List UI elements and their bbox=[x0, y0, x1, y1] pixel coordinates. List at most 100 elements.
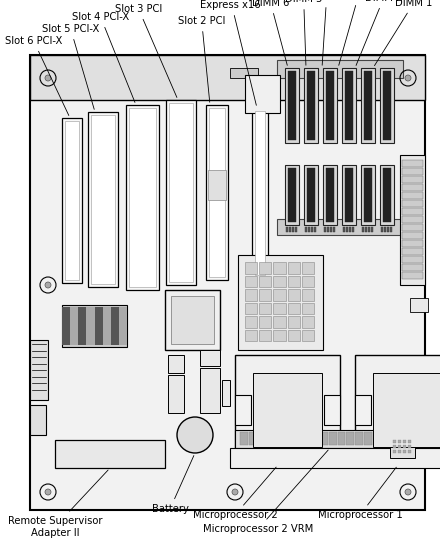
Text: Remote Supervisor
Adapter II: Remote Supervisor Adapter II bbox=[8, 470, 108, 538]
Bar bbox=[373, 432, 381, 445]
Bar bbox=[165, 290, 220, 350]
Bar bbox=[103, 307, 111, 345]
Bar bbox=[308, 227, 310, 232]
Bar bbox=[238, 255, 323, 350]
Bar bbox=[364, 168, 372, 222]
Bar bbox=[398, 445, 401, 448]
Bar bbox=[245, 316, 257, 328]
Bar bbox=[285, 165, 299, 225]
Bar bbox=[408, 445, 411, 448]
Bar bbox=[255, 111, 265, 275]
Bar bbox=[403, 440, 406, 443]
Bar bbox=[295, 227, 297, 232]
Bar bbox=[245, 276, 257, 287]
Bar bbox=[342, 165, 356, 225]
Bar bbox=[293, 432, 301, 445]
Bar bbox=[88, 112, 118, 287]
Text: Slot 6 PCI-X: Slot 6 PCI-X bbox=[5, 36, 69, 116]
Bar bbox=[273, 302, 286, 314]
Bar bbox=[398, 450, 401, 453]
Bar bbox=[402, 176, 423, 183]
Text: Microprocessor 1: Microprocessor 1 bbox=[318, 467, 402, 520]
Bar bbox=[330, 227, 332, 232]
Bar bbox=[402, 224, 423, 231]
Bar bbox=[95, 307, 103, 345]
Bar bbox=[364, 71, 372, 140]
Bar bbox=[252, 108, 268, 278]
Text: DIMM 2: DIMM 2 bbox=[356, 0, 402, 65]
Bar bbox=[320, 432, 328, 445]
Text: Slot 1 PCI
Express x16: Slot 1 PCI Express x16 bbox=[200, 0, 260, 105]
Bar bbox=[380, 68, 394, 143]
Bar bbox=[383, 71, 391, 140]
Bar bbox=[240, 432, 248, 445]
Bar bbox=[273, 289, 286, 300]
Bar bbox=[390, 227, 392, 232]
Bar bbox=[305, 227, 307, 232]
Bar bbox=[326, 168, 334, 222]
Bar bbox=[304, 165, 318, 225]
Bar bbox=[285, 68, 299, 143]
Bar bbox=[314, 227, 316, 232]
Bar bbox=[304, 68, 318, 143]
Bar bbox=[345, 71, 353, 140]
Bar bbox=[402, 248, 423, 255]
Bar bbox=[326, 71, 334, 140]
Bar bbox=[62, 305, 127, 347]
Bar bbox=[258, 432, 266, 445]
Bar bbox=[288, 289, 300, 300]
Bar bbox=[277, 60, 403, 78]
Bar bbox=[311, 227, 313, 232]
Bar bbox=[275, 432, 283, 445]
Bar bbox=[289, 227, 291, 232]
Bar bbox=[402, 200, 423, 207]
Text: Slot 2 PCI: Slot 2 PCI bbox=[178, 16, 225, 102]
Bar bbox=[402, 256, 423, 263]
Bar bbox=[402, 192, 423, 199]
Bar bbox=[235, 430, 440, 448]
Bar bbox=[302, 262, 314, 273]
Bar bbox=[168, 375, 184, 413]
Bar bbox=[355, 395, 371, 425]
Bar bbox=[337, 432, 345, 445]
Bar bbox=[384, 227, 386, 232]
Bar bbox=[288, 276, 300, 287]
Bar bbox=[346, 432, 354, 445]
Bar bbox=[324, 395, 340, 425]
Bar bbox=[311, 432, 319, 445]
Text: Microprocessor 2 VRM: Microprocessor 2 VRM bbox=[203, 450, 328, 534]
Bar bbox=[393, 445, 396, 448]
Bar bbox=[323, 68, 337, 143]
Bar bbox=[30, 340, 48, 400]
Bar bbox=[302, 276, 314, 287]
Bar bbox=[402, 240, 423, 247]
Bar bbox=[349, 227, 351, 232]
Bar bbox=[30, 55, 425, 510]
Bar bbox=[292, 227, 294, 232]
Text: DIMM 4: DIMM 4 bbox=[308, 0, 345, 65]
Bar bbox=[302, 329, 314, 341]
Bar bbox=[361, 68, 375, 143]
Bar bbox=[364, 432, 372, 445]
Bar bbox=[245, 75, 280, 113]
Bar bbox=[400, 432, 407, 445]
Bar bbox=[288, 71, 296, 140]
Bar bbox=[245, 289, 257, 300]
Bar bbox=[307, 168, 315, 222]
Bar bbox=[383, 168, 391, 222]
Text: Slot 4 PCI-X: Slot 4 PCI-X bbox=[72, 12, 135, 102]
Bar bbox=[200, 350, 220, 366]
Bar bbox=[245, 302, 257, 314]
Bar bbox=[345, 168, 353, 222]
Bar bbox=[259, 316, 271, 328]
Text: Microprocessor 2: Microprocessor 2 bbox=[193, 467, 277, 520]
Bar bbox=[78, 307, 86, 345]
Bar bbox=[426, 432, 434, 445]
Bar bbox=[62, 118, 82, 283]
Bar bbox=[302, 432, 310, 445]
Text: Slot 5 PCI-X: Slot 5 PCI-X bbox=[42, 24, 99, 110]
Bar bbox=[408, 432, 416, 445]
Bar bbox=[277, 219, 403, 235]
Text: DIMM 1: DIMM 1 bbox=[374, 0, 433, 66]
Bar bbox=[402, 272, 423, 279]
